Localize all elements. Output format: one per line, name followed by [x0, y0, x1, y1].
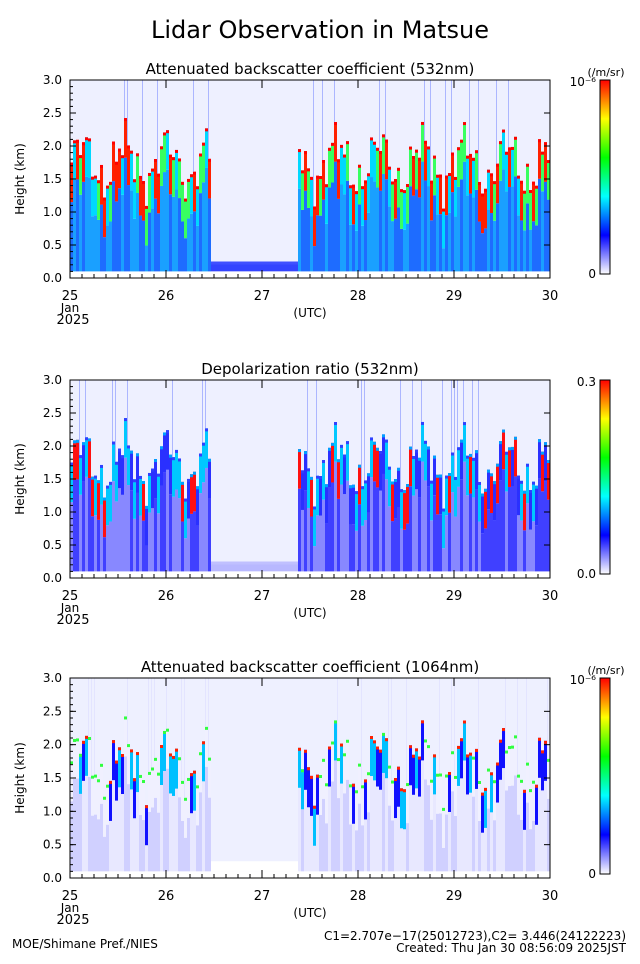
y-tick-label: 1.5 — [43, 771, 62, 785]
x-tick-label: 25 — [62, 889, 79, 904]
chart-title: Depolarization ratio (532nm) — [201, 360, 419, 378]
x-tick-label: 28 — [350, 589, 367, 604]
panels: Attenuated backscatter coefficient (532n… — [13, 60, 624, 928]
x-month-label: Jan — [60, 301, 80, 315]
chart-title: Attenuated backscatter coefficient (1064… — [141, 658, 479, 676]
x-year-label: 2025 — [56, 313, 89, 328]
y-tick-label: 0.0 — [43, 571, 62, 585]
x-tick-label: 28 — [350, 889, 367, 904]
colorbar-unit-label: (/m/sr) — [588, 664, 625, 677]
x-tick-label: 25 — [62, 289, 79, 304]
x-tick-label: 30 — [542, 889, 559, 904]
y-tick-label: 0.5 — [43, 838, 62, 852]
x-tick-label: 30 — [542, 589, 559, 604]
credit-text: MOE/Shimane Pref./NIES — [12, 937, 158, 951]
y-tick-label: 0.5 — [43, 538, 62, 552]
x-tick-label: 25 — [62, 589, 79, 604]
x-tick-label: 27 — [254, 289, 271, 304]
y-tick-label: 0.0 — [43, 871, 62, 885]
y-axis-label: Height (km) — [13, 443, 27, 514]
y-tick-label: 2.0 — [43, 439, 62, 453]
colorbar-max-label: 10⁻⁶ — [570, 75, 597, 89]
x-tick-label: 27 — [254, 889, 271, 904]
colorbar-min-label: 0 — [588, 867, 596, 881]
x-year-label: 2025 — [56, 913, 89, 928]
colorbar-max-label: 10⁻⁶ — [570, 673, 597, 687]
heatmap-field — [70, 80, 550, 278]
chart-title: Attenuated backscatter coefficient (532n… — [146, 60, 475, 78]
y-axis-label: Height (km) — [13, 742, 27, 813]
y-tick-label: 2.0 — [43, 738, 62, 752]
y-tick-label: 3.0 — [43, 73, 62, 87]
x-tick-label: 29 — [446, 889, 463, 904]
calibration-text: C1=2.707e−17(25012723),C2= 3.446(2412222… — [324, 929, 626, 943]
y-tick-label: 0.5 — [43, 238, 62, 252]
x-axis-label: (UTC) — [293, 306, 326, 320]
x-tick-label: 30 — [542, 289, 559, 304]
y-tick-label: 2.0 — [43, 139, 62, 153]
heatmap-field — [70, 678, 550, 878]
chart-panel-2: Depolarization ratio (532nm) 0.0 0.5 1.0 1.5… — [13, 360, 611, 628]
x-axis-label: (UTC) — [293, 906, 326, 920]
y-tick-label: 2.5 — [43, 406, 62, 420]
heatmap-field — [70, 380, 550, 578]
x-month-label: Jan — [60, 601, 80, 615]
chart-panel-3: Attenuated backscatter coefficient (1064… — [13, 658, 624, 928]
y-axis-label: Height (km) — [13, 143, 27, 214]
x-tick-label: 26 — [158, 289, 175, 304]
x-tick-label: 26 — [158, 589, 175, 604]
x-month-label: Jan — [60, 901, 80, 915]
y-tick-label: 1.0 — [43, 804, 62, 818]
y-tick-label: 1.5 — [43, 172, 62, 186]
y-tick-label: 1.5 — [43, 472, 62, 486]
x-axis-label: (UTC) — [293, 606, 326, 620]
x-tick-label: 29 — [446, 289, 463, 304]
x-tick-label: 26 — [158, 889, 175, 904]
colorbar — [599, 379, 611, 575]
colorbar-min-label: 0.0 — [577, 567, 596, 581]
y-tick-label: 3.0 — [43, 373, 62, 387]
y-tick-label: 2.5 — [43, 704, 62, 718]
y-tick-label: 0.0 — [43, 271, 62, 285]
main-title: Lidar Observation in Matsue — [151, 16, 489, 44]
created-text: Created: Thu Jan 30 08:56:09 2025JST — [396, 941, 627, 955]
x-tick-label: 27 — [254, 589, 271, 604]
colorbar — [599, 677, 611, 875]
y-tick-label: 3.0 — [43, 671, 62, 685]
x-year-label: 2025 — [56, 613, 89, 628]
y-tick-label: 2.5 — [43, 106, 62, 120]
x-tick-label: 28 — [350, 289, 367, 304]
x-tick-label: 29 — [446, 589, 463, 604]
colorbar-max-label: 0.3 — [577, 375, 596, 389]
colorbar-unit-label: (/m/sr) — [588, 66, 625, 79]
y-tick-label: 1.0 — [43, 205, 62, 219]
colorbar-min-label: 0 — [588, 267, 596, 281]
chart-panel-1: Attenuated backscatter coefficient (532n… — [13, 60, 624, 328]
colorbar — [599, 79, 611, 275]
y-tick-label: 1.0 — [43, 505, 62, 519]
